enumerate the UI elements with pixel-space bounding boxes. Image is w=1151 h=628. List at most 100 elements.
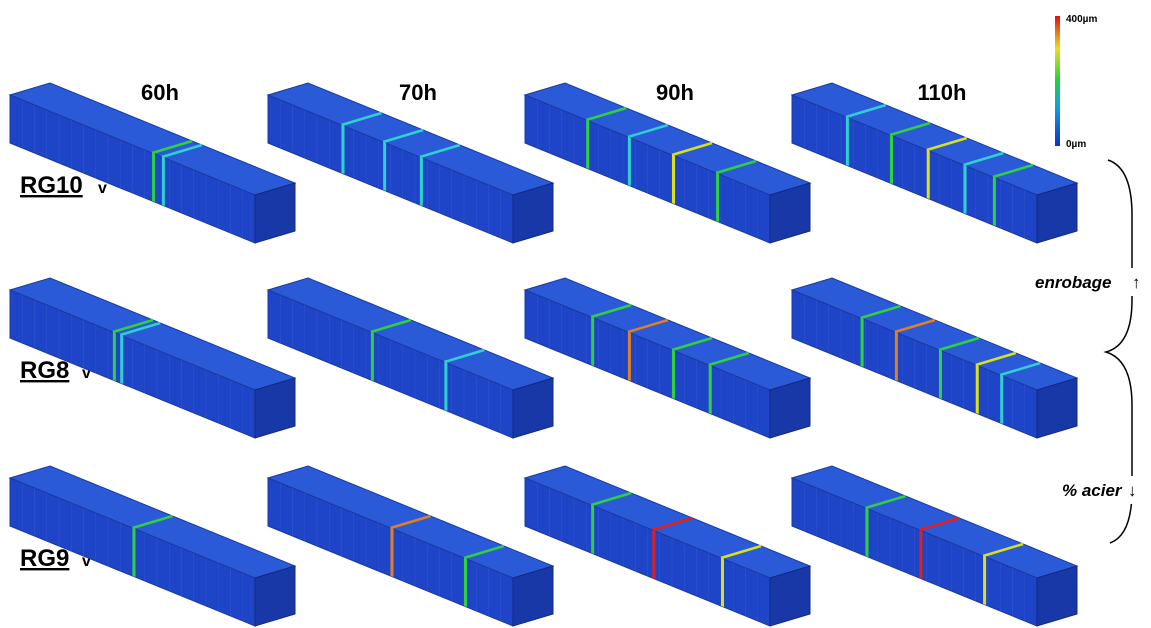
crack [939, 350, 942, 399]
crack [1000, 375, 1004, 424]
crack [672, 155, 675, 204]
crack [983, 556, 987, 605]
crack-top [444, 348, 485, 364]
brace [1103, 159, 1133, 544]
crack [120, 335, 124, 384]
beam-end [512, 377, 554, 439]
beam [790, 465, 1079, 627]
column-header: 60h [141, 80, 179, 105]
crack [919, 530, 923, 579]
crack [112, 332, 116, 381]
crack-top [845, 103, 887, 119]
crack [370, 332, 374, 381]
crack-top [341, 111, 382, 127]
crack-top [463, 544, 505, 560]
crack-top [708, 351, 750, 367]
crack [419, 157, 423, 206]
crack-top [963, 151, 1004, 167]
row-label: RG10 [20, 172, 83, 199]
beam [266, 82, 555, 244]
row-suffix: v [82, 553, 91, 570]
row-suffix: v [98, 180, 107, 197]
crack-top [627, 123, 669, 139]
beam-end [769, 377, 811, 439]
crack-top [982, 542, 1024, 558]
crack [464, 558, 467, 607]
crack-top [382, 128, 424, 144]
beam [266, 277, 555, 439]
crack [627, 137, 631, 186]
beam-end [254, 565, 296, 627]
crack-top [151, 139, 193, 155]
colorbar [1055, 16, 1060, 146]
beam [523, 82, 812, 244]
beam-end [1036, 182, 1078, 244]
crack-top [860, 304, 901, 320]
crack [926, 150, 930, 199]
colorbar-min: 0µm [1066, 139, 1086, 150]
crack-top [419, 143, 461, 159]
crack-top [919, 516, 960, 532]
beam [8, 277, 297, 439]
crack [865, 508, 869, 557]
label-bg [1058, 476, 1148, 504]
crack [845, 117, 849, 166]
crack-top [889, 121, 931, 137]
crack-top [992, 163, 1034, 179]
column-header: 90h [656, 80, 694, 105]
crack-top [119, 321, 161, 337]
beam-end [1036, 377, 1078, 439]
crack-top [585, 106, 627, 122]
crack [975, 365, 979, 414]
crack [341, 125, 345, 174]
crack [161, 157, 165, 206]
crack [708, 365, 712, 414]
beam-end [1036, 565, 1078, 627]
beam-end [512, 565, 554, 627]
row-suffix: v [82, 365, 91, 382]
crack-top [926, 136, 968, 152]
enrobage-label: enrobage [1035, 273, 1112, 292]
beam [790, 82, 1079, 244]
crack-top [671, 336, 713, 352]
beam [523, 277, 812, 439]
crack-top [975, 351, 1017, 367]
crack-top [671, 141, 713, 157]
crack-top [132, 514, 173, 530]
down-arrow: ↓ [1128, 481, 1137, 500]
crack-top [112, 318, 154, 334]
column-header: 70h [399, 80, 437, 105]
crack-top [590, 491, 632, 507]
beam [523, 465, 812, 627]
beam [266, 465, 555, 627]
crack [383, 142, 387, 191]
crack-top [370, 318, 412, 334]
crack [894, 332, 898, 381]
crack-top [894, 318, 936, 334]
crack-top [865, 494, 906, 510]
crack [721, 558, 724, 607]
crack [627, 332, 631, 381]
crack [591, 505, 595, 554]
crack-top [938, 336, 980, 352]
crack [152, 153, 156, 202]
colorbar-max: 400µm [1066, 14, 1097, 25]
column-header: 110h [918, 80, 967, 105]
beam-end [254, 182, 296, 244]
crack [716, 173, 720, 222]
beam-end [769, 565, 811, 627]
crack-top [999, 361, 1041, 377]
crack [992, 177, 996, 226]
crack [444, 362, 448, 411]
crack [860, 318, 864, 367]
crack [652, 530, 656, 579]
beam [8, 465, 297, 627]
beam-end [512, 182, 554, 244]
crack-top [652, 516, 693, 532]
beam-end [769, 182, 811, 244]
label-bg [1030, 268, 1151, 296]
beam [8, 82, 297, 244]
crack [672, 350, 675, 399]
crack [132, 528, 136, 577]
